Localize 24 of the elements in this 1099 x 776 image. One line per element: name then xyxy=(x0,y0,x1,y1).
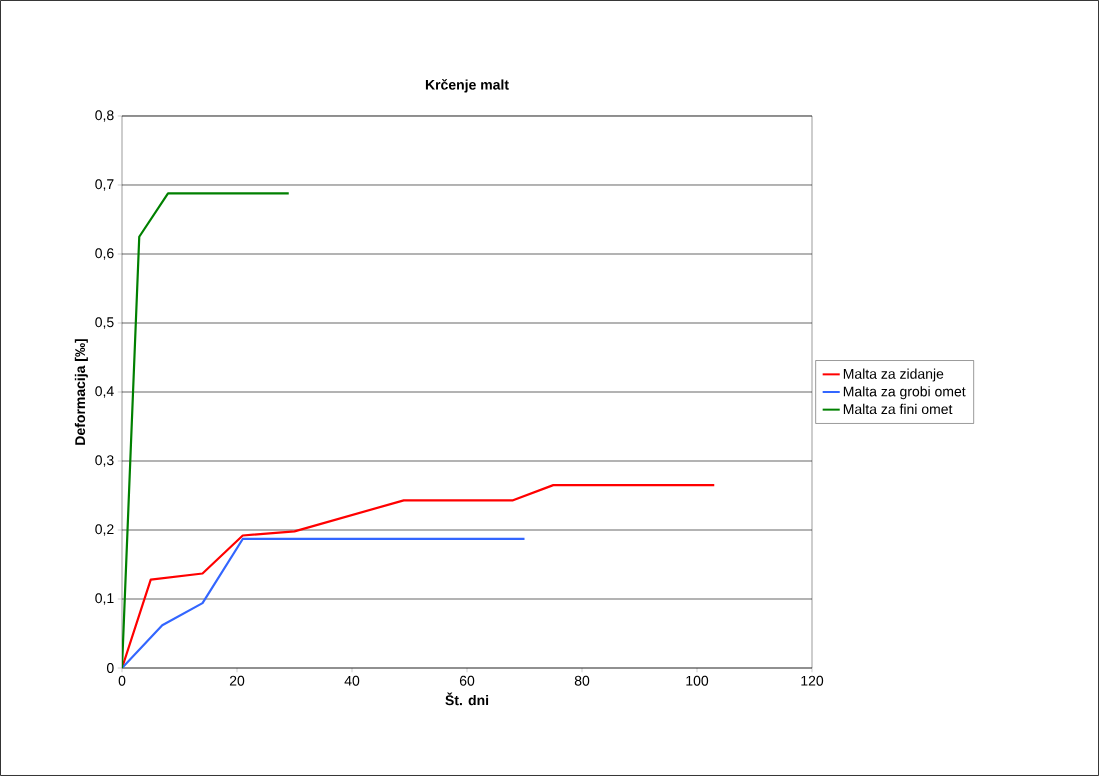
x-axis-title: Št. dni xyxy=(445,692,489,706)
x-tick-label: 120 xyxy=(801,675,824,686)
x-tick-label: 80 xyxy=(574,675,590,686)
y-tick-label: 0,5 xyxy=(95,317,114,329)
line-series xyxy=(122,484,716,668)
y-tick-label: 0,3 xyxy=(95,455,114,467)
y-tick-label: 0,6 xyxy=(95,248,114,260)
x-tick-label: 60 xyxy=(459,675,475,686)
line-series xyxy=(122,537,526,668)
chart-title: Krčenje malt xyxy=(425,79,509,93)
x-tick-label: 40 xyxy=(344,675,360,686)
y-axis-title: Deformacija [‰] xyxy=(74,339,88,445)
legend-label: Malta za fini omet xyxy=(843,403,953,415)
y-tick-label: 0 xyxy=(106,663,114,673)
y-tick-label: 0,7 xyxy=(95,179,114,191)
legend-label: Malta za grobi omet xyxy=(843,386,966,400)
legend-label: Malta za zidanje xyxy=(843,368,944,382)
y-tick-label: 0,1 xyxy=(95,593,114,605)
y-tick-label: 0,4 xyxy=(95,386,114,398)
x-tick-label: 20 xyxy=(229,675,245,686)
y-tick-label: 0,8 xyxy=(95,110,114,122)
x-tick-label: 0 xyxy=(118,675,126,686)
y-tick-label: 0,2 xyxy=(95,524,114,536)
x-tick-label: 100 xyxy=(686,675,709,686)
